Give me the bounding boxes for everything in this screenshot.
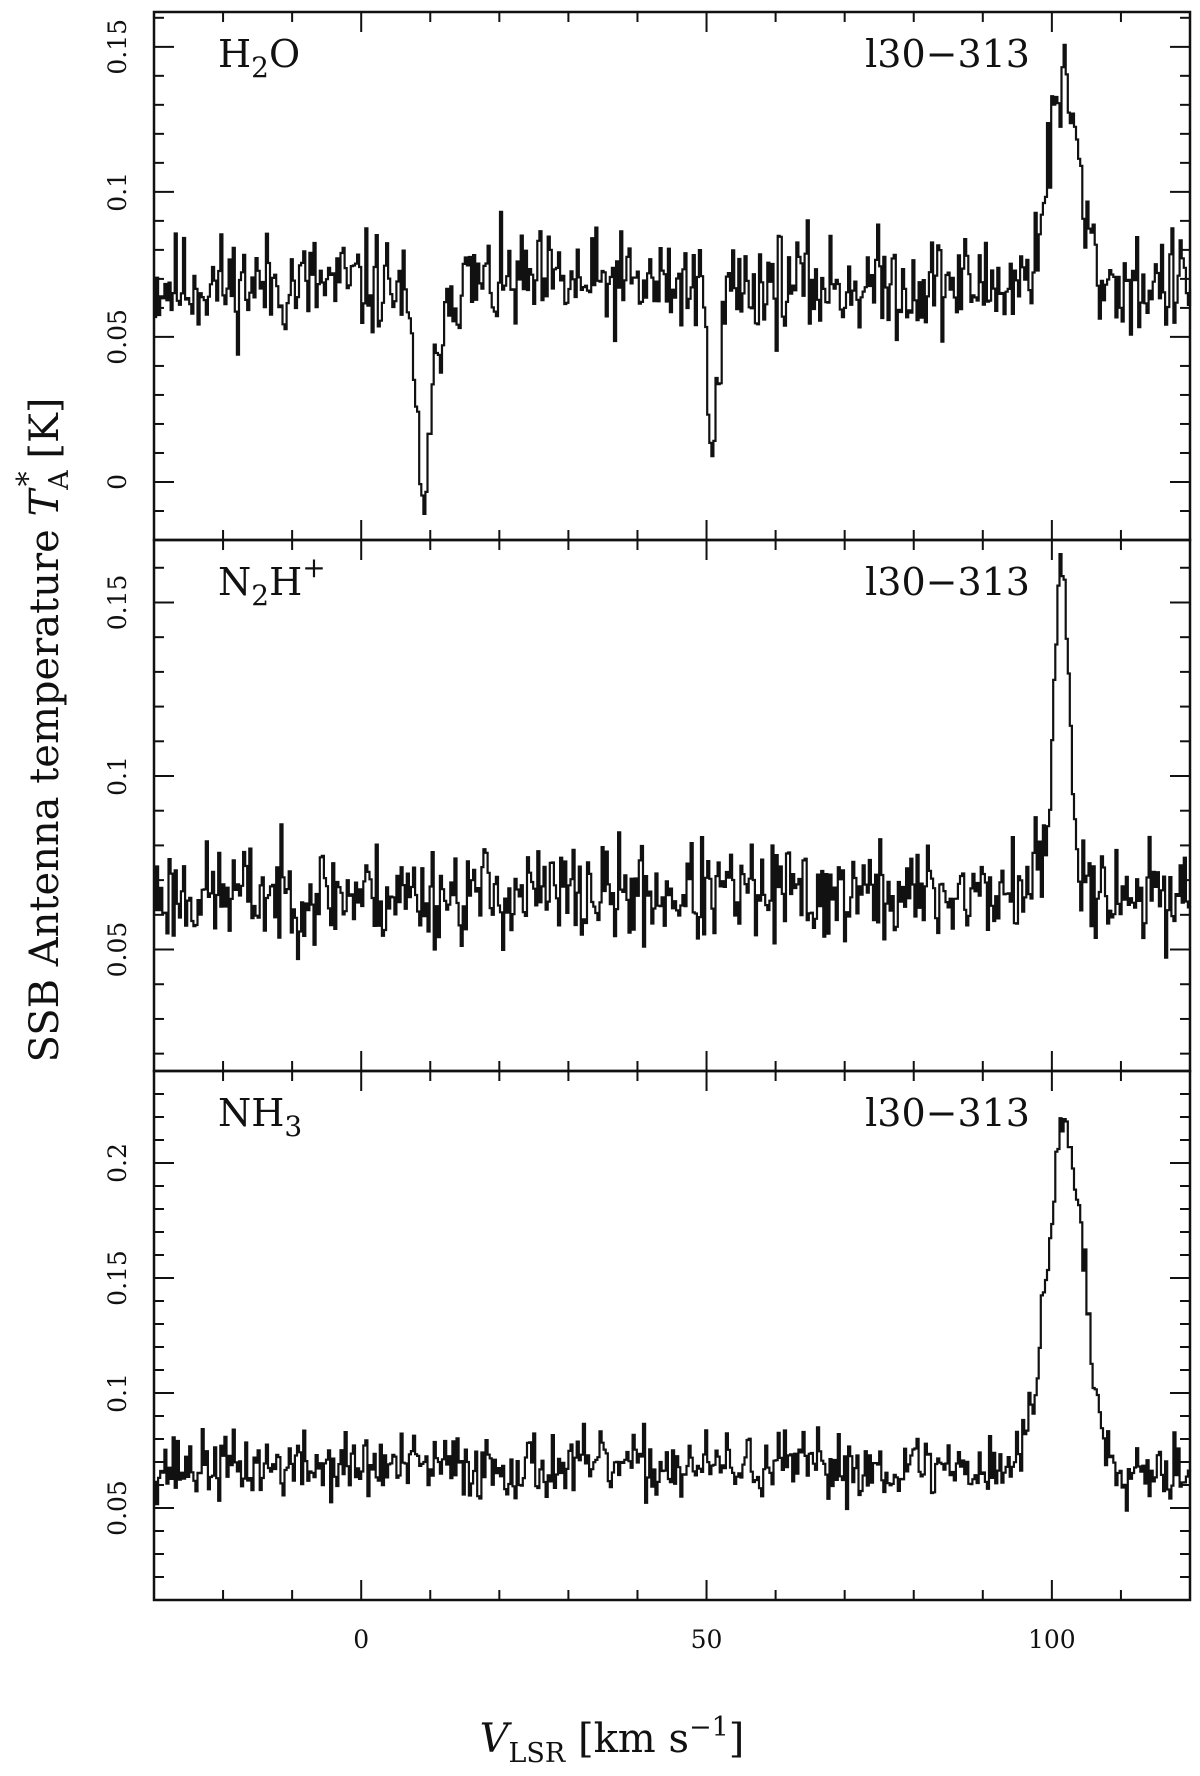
x-tick-label: 0 (353, 1625, 369, 1654)
x-axis-unit-close: ] (729, 1716, 745, 1762)
y-tick-label: 0.15 (103, 575, 132, 631)
spectrum-line (154, 553, 1192, 961)
molecule-label: NH3 (218, 1091, 302, 1143)
y-tick-label: 0.15 (103, 1250, 132, 1306)
y-axis-prefix: SSB Antenna temperature (22, 517, 68, 1063)
y-tick-label: 0.05 (103, 922, 132, 978)
source-label: l30−313 (865, 32, 1030, 76)
y-axis-symbol: T (22, 487, 68, 517)
source-label: l30−313 (865, 560, 1030, 604)
panel-h2o: 0 0.05 0.1 0.15 H2O l30−313 (103, 10, 1192, 542)
x-axis-unit: [km s (565, 1716, 689, 1762)
spectrum-line (154, 43, 1192, 515)
panel-n2h: 0.05 0.1 0.15 N2H+ l30−313 (103, 538, 1192, 1073)
molecule-label: N2H+ (218, 551, 326, 612)
y-axis-title: SSB Antenna temperature TA* [K] (11, 398, 75, 1063)
y-axis-subscript: A (44, 470, 75, 491)
y-axis-unit: [K] (22, 398, 68, 472)
x-axis-title: VLSR [km s−1] (480, 1712, 745, 1769)
x-tick-label: 100 (1028, 1625, 1076, 1654)
y-tick-label: 0.05 (103, 1480, 132, 1536)
source-label: l30−313 (865, 1091, 1030, 1135)
panels-group: 0 0.05 0.1 0.15 H2O l30−313 0.05 0.1 0.15 N2H+ l30… (103, 10, 1192, 1654)
x-axis-exponent: −1 (689, 1712, 729, 1743)
molecule-label: H2O (218, 32, 300, 84)
y-tick-label: 0 (103, 474, 132, 490)
y-tick-label: 0.1 (103, 172, 132, 212)
y-axis-superscript: * (11, 471, 46, 486)
panel-frame (152, 1069, 1192, 1602)
y-tick-label: 0.2 (103, 1143, 132, 1183)
y-tick-label: 0.05 (103, 309, 132, 365)
spectrum-line (154, 1117, 1192, 1512)
y-tick-label: 0.1 (103, 756, 132, 796)
y-tick-label: 0.15 (103, 19, 132, 75)
x-axis-symbol: V (480, 1716, 513, 1762)
x-tick-label: 50 (691, 1625, 723, 1654)
svg-text:VLSR [km s−1]: VLSR [km s−1] (480, 1712, 745, 1769)
panel-frame (152, 538, 1192, 1073)
panel-nh3: 0.05 0.1 0.15 0.2 NH3 l30−313 (103, 1069, 1192, 1602)
svg-text:SSB Antenna temperature TA* [K: SSB Antenna temperature TA* [K] (11, 398, 75, 1063)
x-axis-subscript: LSR (508, 1738, 565, 1769)
y-tick-label: 0.1 (103, 1373, 132, 1413)
